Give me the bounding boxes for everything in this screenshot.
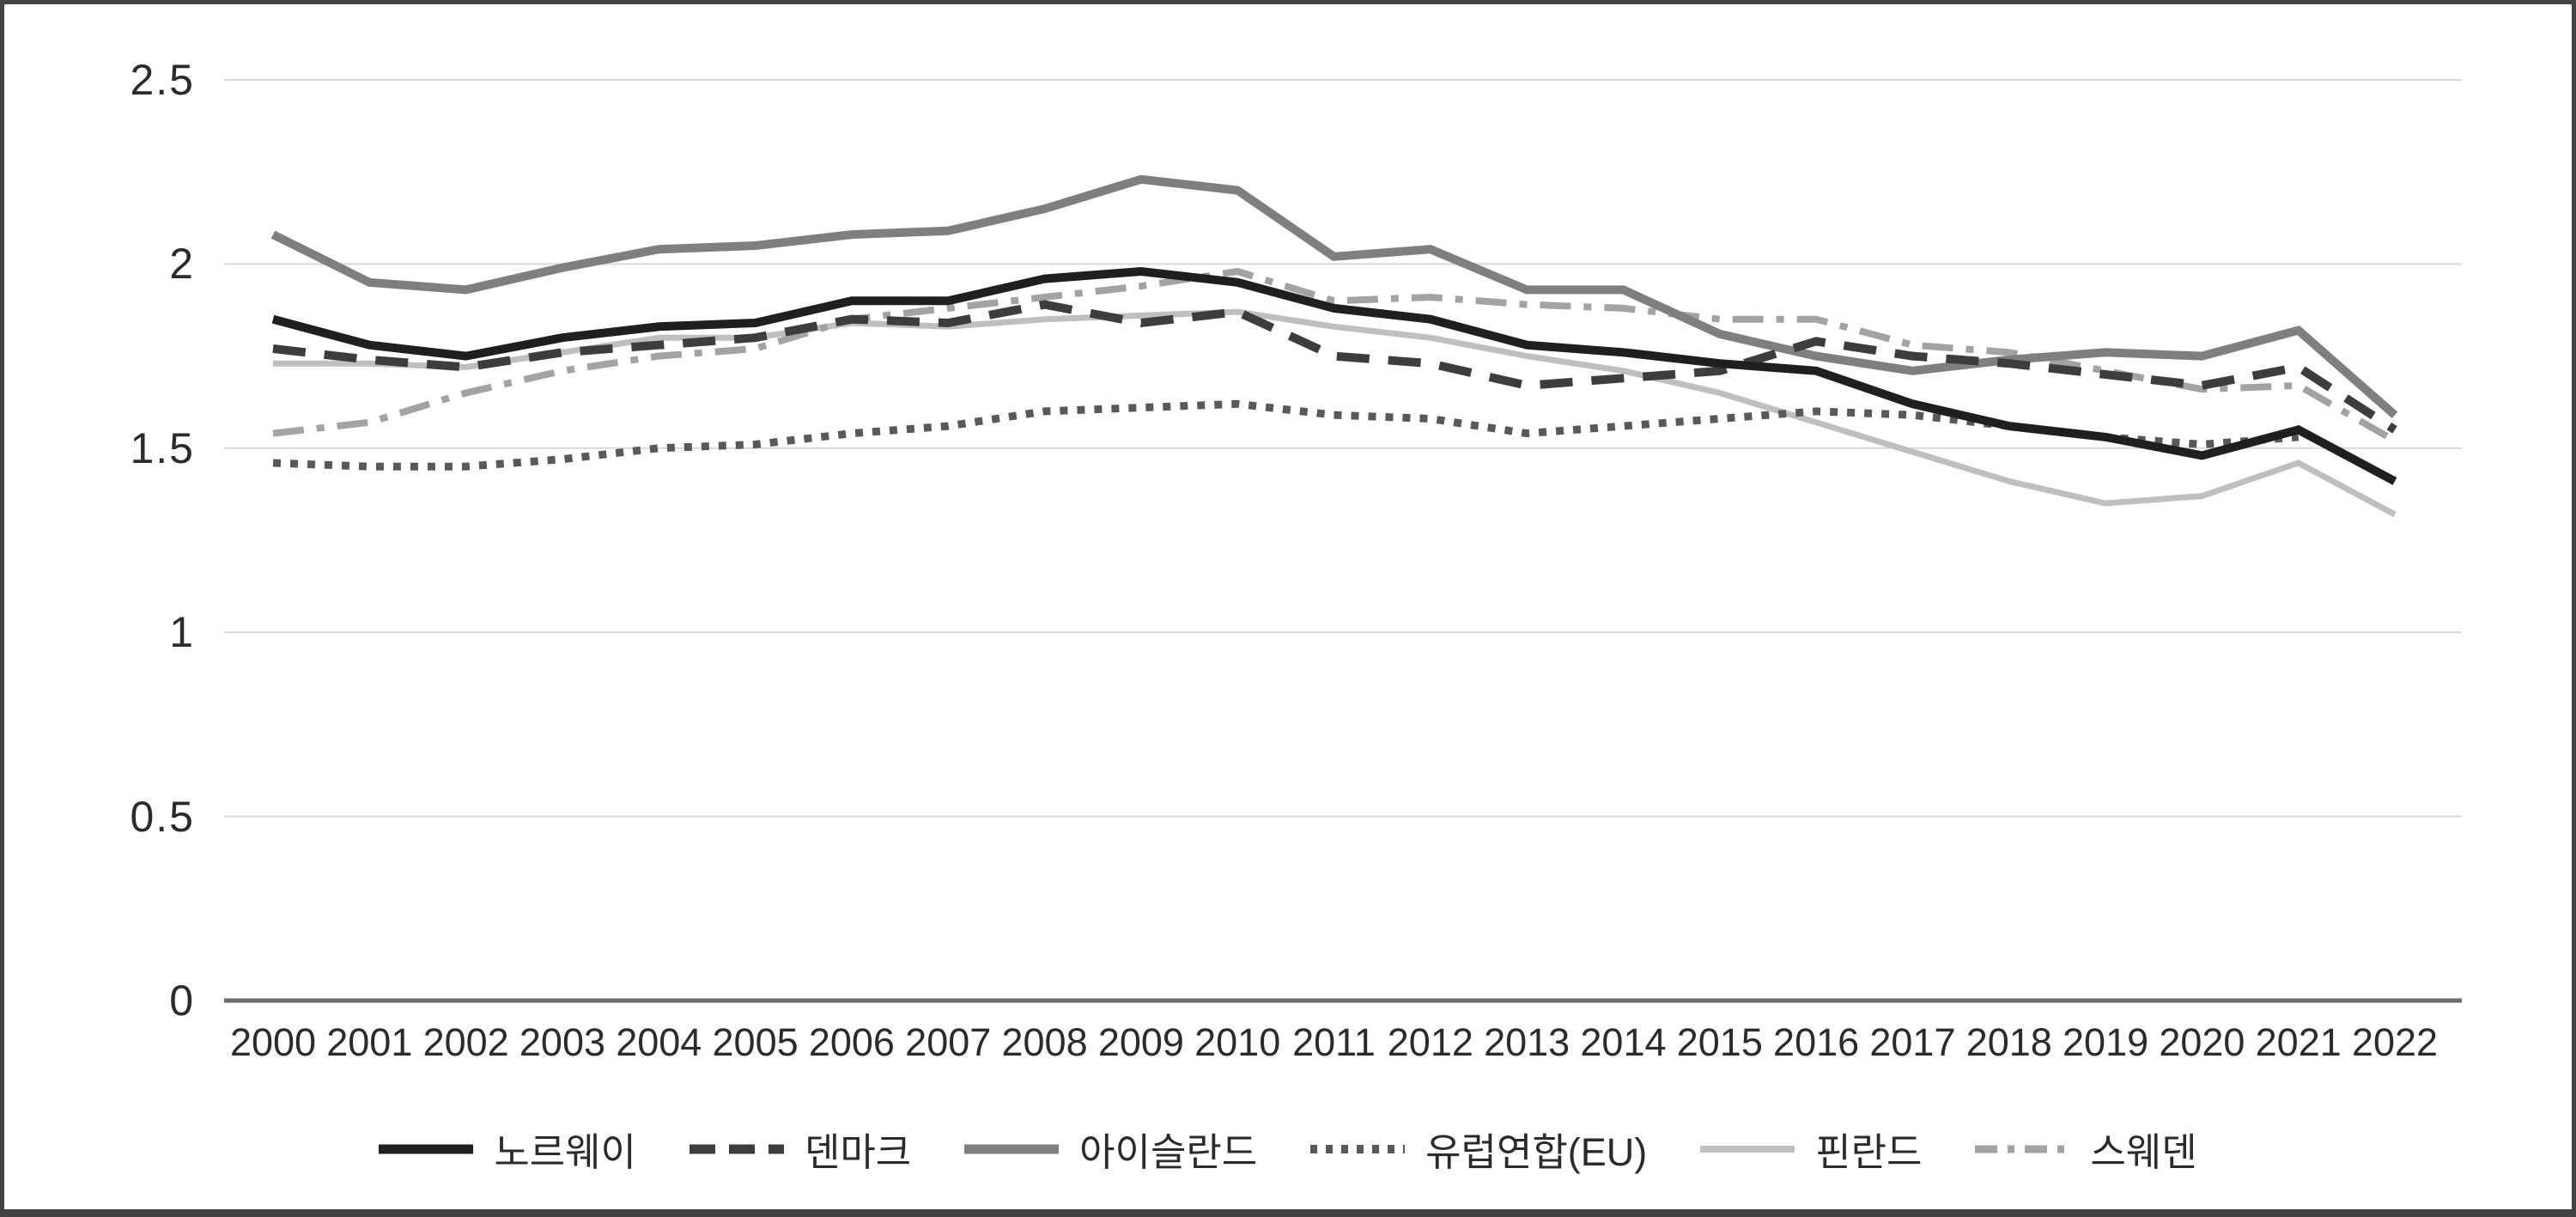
y-tick-label: 1 [169, 608, 195, 657]
x-tick-label: 2022 [2351, 1020, 2439, 1064]
x-tick-label: 2003 [519, 1020, 605, 1064]
legend-label-denmark: 덴마크 [804, 1130, 912, 1174]
x-tick-label: 2014 [1580, 1020, 1667, 1064]
x-tick-label: 2000 [229, 1020, 317, 1064]
y-tick-label: 0 [169, 977, 195, 1025]
x-tick-label: 2018 [1965, 1020, 2052, 1064]
series-line-eu [272, 399, 2300, 471]
x-tick-label: 2005 [712, 1020, 799, 1064]
legend-item-norway: 노르웨이 [379, 1121, 636, 1177]
x-tick-label: 2021 [2255, 1020, 2342, 1064]
legend-item-sweden: 스웨덴 [1975, 1121, 2197, 1177]
x-tick-label: 2008 [1001, 1020, 1088, 1064]
y-tick-label: 1.5 [130, 423, 195, 472]
x-tick-label: 2006 [808, 1020, 895, 1064]
y-tick-label: 0.5 [130, 792, 195, 841]
legend-item-eu: 유럽연합(EU) [1310, 1121, 1647, 1177]
x-tick-label: 2009 [1097, 1020, 1184, 1064]
x-tick-label: 2001 [326, 1020, 413, 1064]
legend-line-swatch-eu [1310, 1144, 1406, 1153]
chart-legend: 노르웨이 덴마크 아이슬란드 유럽연합(EU) 핀란드 스웨덴 [4, 1121, 2572, 1177]
x-tick-label: 2020 [2159, 1020, 2245, 1064]
y-tick-label: 2.5 [130, 56, 195, 104]
x-tick-label: 2012 [1387, 1020, 1473, 1064]
line-chart-canvas [224, 79, 2462, 1003]
series-line-finland [273, 308, 2397, 518]
legend-line-swatch-finland [1700, 1145, 1795, 1153]
x-tick-label: 2007 [905, 1020, 992, 1064]
series-line-sweden [272, 267, 2397, 444]
x-tick-label: 2013 [1484, 1020, 1571, 1064]
legend-label-eu: 유럽연합(EU) [1425, 1130, 1648, 1174]
x-tick-label: 2010 [1194, 1020, 1281, 1064]
legend-label-iceland: 아이슬란드 [1079, 1130, 1258, 1174]
x-tick-label: 2011 [1292, 1020, 1376, 1064]
legend-line-swatch-sweden [1975, 1145, 2070, 1153]
legend-label-finland: 핀란드 [1815, 1130, 1923, 1174]
legend-item-finland: 핀란드 [1700, 1121, 1922, 1177]
x-tick-label: 2019 [2063, 1020, 2149, 1064]
legend-label-sweden: 스웨덴 [2090, 1130, 2197, 1174]
x-tick-label: 2015 [1676, 1020, 1763, 1064]
x-tick-label: 2016 [1773, 1020, 1860, 1064]
x-tick-label: 2002 [422, 1020, 509, 1064]
legend-item-iceland: 아이슬란드 [964, 1121, 1257, 1177]
series-line-norway [271, 266, 2397, 485]
legend-line-swatch-denmark [689, 1144, 784, 1153]
x-tick-label: 2017 [1869, 1020, 1956, 1064]
legend-label-norway: 노르웨이 [494, 1130, 636, 1174]
legend-line-swatch-iceland [964, 1144, 1060, 1153]
legend-item-denmark: 덴마크 [689, 1121, 912, 1177]
legend-line-swatch-norway [379, 1144, 474, 1153]
series-line-iceland [270, 174, 2398, 418]
y-tick-label: 2 [169, 240, 195, 289]
x-tick-label: 2004 [616, 1020, 702, 1064]
